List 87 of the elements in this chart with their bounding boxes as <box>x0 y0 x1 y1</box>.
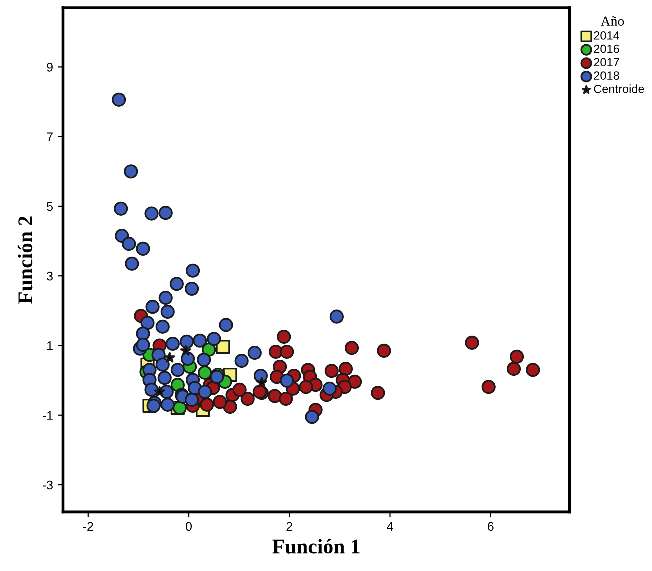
point <box>197 352 212 368</box>
point <box>170 277 184 292</box>
point <box>170 363 185 378</box>
x-tick-label: 4 <box>387 522 394 531</box>
point <box>280 374 294 388</box>
point <box>200 398 214 412</box>
point <box>156 320 170 334</box>
y-tick-label: -1 <box>42 411 53 420</box>
point <box>180 352 196 366</box>
point <box>193 334 208 348</box>
legend-label: 2018 <box>594 72 620 80</box>
x-tick-label: 0 <box>186 522 192 532</box>
point <box>279 392 294 406</box>
point <box>223 400 238 414</box>
point <box>184 282 200 296</box>
point <box>526 363 540 378</box>
point <box>158 291 173 306</box>
y-tick-label: 7 <box>47 132 53 142</box>
y-tick-label: 3 <box>47 272 53 281</box>
point <box>482 380 496 394</box>
point <box>465 336 480 350</box>
legend-label: 2014 <box>594 32 620 40</box>
point <box>180 334 194 349</box>
point <box>198 366 212 380</box>
point <box>112 92 126 107</box>
x-tick-label: 6 <box>488 522 494 532</box>
point <box>213 395 228 410</box>
point <box>348 374 362 390</box>
point <box>344 341 360 356</box>
point <box>322 382 337 396</box>
point <box>210 370 224 384</box>
point <box>234 354 249 368</box>
point <box>114 202 128 216</box>
point <box>248 346 262 360</box>
point <box>219 318 234 332</box>
y-tick-label: 5 <box>47 202 53 212</box>
point <box>158 206 173 220</box>
point <box>305 410 320 424</box>
point <box>136 338 150 352</box>
point <box>154 386 166 397</box>
point <box>144 206 159 221</box>
point <box>164 352 176 363</box>
legend-title: Año <box>600 16 624 26</box>
x-tick-label: 2 <box>286 522 292 531</box>
point <box>158 371 172 386</box>
point <box>240 392 255 406</box>
point <box>136 326 150 341</box>
point <box>256 377 268 388</box>
point <box>510 350 524 364</box>
point <box>136 242 150 256</box>
point <box>268 389 282 404</box>
point <box>124 164 138 179</box>
point <box>125 256 140 271</box>
point <box>299 380 314 394</box>
point <box>232 382 247 398</box>
point <box>166 336 180 352</box>
y-tick-label: 1 <box>48 342 53 350</box>
point <box>160 304 175 320</box>
legend-label: 2017 <box>594 58 620 67</box>
point <box>330 310 344 324</box>
y-tick-label: -3 <box>42 480 53 490</box>
point <box>186 264 200 278</box>
point <box>277 330 292 344</box>
x-tick-label: -2 <box>83 522 94 531</box>
point <box>146 300 160 314</box>
point <box>377 344 392 358</box>
point <box>198 385 212 400</box>
y-tick-label: 9 <box>47 62 53 72</box>
point <box>122 237 136 252</box>
point <box>156 358 170 372</box>
point <box>160 398 175 412</box>
point <box>140 316 155 330</box>
point <box>280 344 294 360</box>
point <box>506 362 522 376</box>
point <box>207 332 222 346</box>
point <box>338 362 354 376</box>
point <box>324 364 339 378</box>
y-axis-title: Función 2 <box>18 216 33 304</box>
legend-label: Centroide <box>594 84 644 94</box>
point <box>216 340 230 354</box>
point <box>184 393 200 408</box>
point <box>371 386 386 400</box>
legend-label: 2016 <box>594 44 620 54</box>
x-axis-title: Función 1 <box>272 539 360 554</box>
point <box>146 398 161 414</box>
point <box>180 345 192 356</box>
point <box>144 382 159 398</box>
